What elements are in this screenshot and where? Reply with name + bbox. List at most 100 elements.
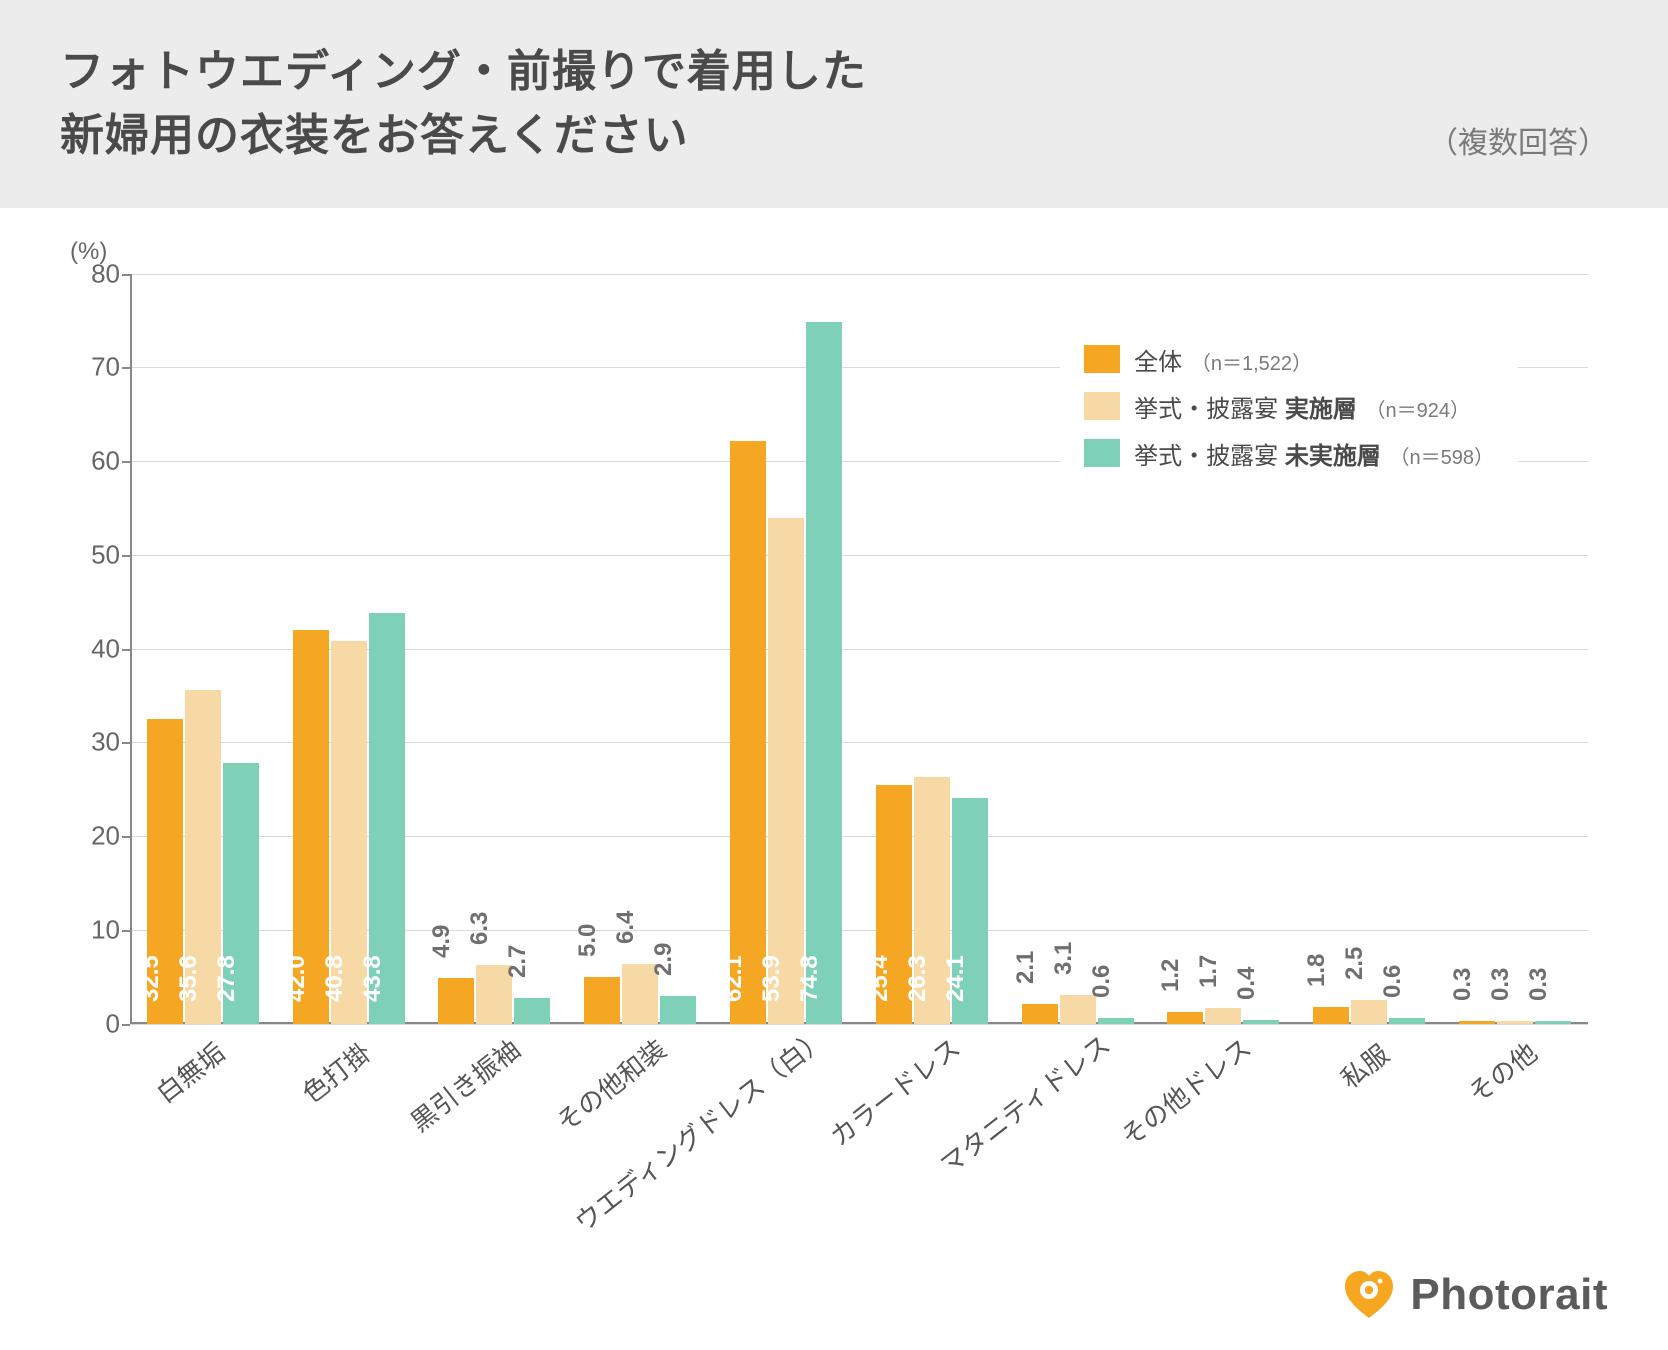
chart-subtitle: （複数回答） — [1428, 118, 1608, 168]
bar-value-label: 3.1 — [1050, 941, 1078, 974]
bar-value-label: 6.4 — [612, 910, 640, 943]
legend-item: 全体 （n＝1,522） — [1084, 342, 1494, 377]
ytick-label: 60 — [70, 446, 120, 477]
bar: 27.8 — [223, 763, 259, 1024]
ytick-mark — [122, 742, 130, 744]
bar-value-label: 6.3 — [466, 911, 494, 944]
ytick-label: 70 — [70, 352, 120, 383]
legend-swatch — [1084, 345, 1120, 373]
bar: 5.0 — [584, 977, 620, 1024]
bar-value-label: 74.8 — [796, 955, 824, 1002]
ytick-mark — [122, 836, 130, 838]
heart-camera-icon — [1342, 1268, 1396, 1322]
title-line-1: フォトウエディング・前撮りで着用した — [60, 47, 867, 96]
title-line-2: 新婦用の衣装をお答えください — [60, 111, 689, 160]
ytick-label: 30 — [70, 727, 120, 758]
xlabel-cell: 色打掛 — [276, 1024, 422, 1274]
bar-group: 32.5 35.6 27.8 — [130, 274, 276, 1024]
ytick-mark — [122, 274, 130, 276]
bar-value-label: 32.5 — [137, 955, 165, 1002]
y-unit-label: (%) — [70, 238, 1608, 266]
bar-value-label: 0.6 — [1088, 965, 1116, 998]
xlabel-cell: ウエディングドレス（白） — [713, 1024, 859, 1274]
bar-value-label: 2.9 — [650, 943, 678, 976]
ytick-mark — [122, 555, 130, 557]
category-label: 私服 — [1332, 1034, 1396, 1095]
xlabel-cell: マタニティドレス — [1005, 1024, 1151, 1274]
chart-area: (%) 32.5 35.6 27.8 42.0 40.8 43.8 4.9 6.3 2.7 5.0… — [0, 208, 1668, 1274]
bar: 74.8 — [806, 322, 842, 1023]
bar-value-label: 0.3 — [1487, 967, 1515, 1000]
bar-value-label: 5.0 — [574, 923, 602, 956]
ytick-mark — [122, 461, 130, 463]
bar: 1.8 — [1313, 1007, 1349, 1024]
ytick-mark — [122, 1024, 130, 1026]
bar: 2.5 — [1351, 1000, 1387, 1023]
bar-value-label: 35.6 — [175, 955, 203, 1002]
bar-group: 62.153.974.8 — [713, 274, 859, 1024]
legend-item: 挙式・披露宴 未実施層 （n＝598） — [1084, 436, 1494, 471]
category-label: 黒引き振袖 — [402, 1030, 527, 1139]
bar: 2.1 — [1022, 1004, 1058, 1024]
bar: 53.9 — [768, 518, 804, 1023]
bar-value-label: 1.7 — [1195, 954, 1223, 987]
bar-value-label: 40.8 — [321, 955, 349, 1002]
x-axis-labels: 白無垢色打掛黒引き振袖その他和装ウエディングドレス（白）カラードレスマタニティド… — [130, 1024, 1588, 1274]
bar-value-label: 25.4 — [866, 955, 894, 1002]
brand-name: Photorait — [1410, 1270, 1608, 1320]
bar: 62.1 — [730, 441, 766, 1023]
bar-group: 5.0 6.4 2.9 — [567, 274, 713, 1024]
ytick-mark — [122, 930, 130, 932]
bar: 3.1 — [1060, 995, 1096, 1024]
bar-group: 25.4 26.3 24.1 — [859, 274, 1005, 1024]
bar-value-label: 2.1 — [1012, 951, 1040, 984]
xlabel-cell: 黒引き振袖 — [422, 1024, 568, 1274]
bar-value-label: 26.3 — [904, 955, 932, 1002]
bar-value-label: 42.0 — [283, 955, 311, 1002]
ytick-label: 0 — [70, 1008, 120, 1039]
bar-value-label: 53.9 — [758, 955, 786, 1002]
ytick-label: 50 — [70, 539, 120, 570]
category-label: 白無垢 — [148, 1033, 232, 1110]
bar-group: 4.9 6.3 2.7 — [422, 274, 568, 1024]
legend-label: 挙式・披露宴 未実施層 （n＝598） — [1134, 436, 1494, 471]
bar-value-label: 62.1 — [720, 955, 748, 1002]
chart-title: フォトウエディング・前撮りで着用した 新婦用の衣装をお答えください — [60, 40, 867, 168]
bar-value-label: 27.8 — [213, 955, 241, 1002]
bar: 4.9 — [438, 978, 474, 1024]
bar: 24.1 — [952, 798, 988, 1024]
legend-label: 挙式・披露宴 実施層 （n＝924） — [1134, 389, 1470, 424]
bar: 2.9 — [660, 996, 696, 1023]
bar: 1.2 — [1167, 1012, 1203, 1023]
plot-region: 32.5 35.6 27.8 42.0 40.8 43.8 4.9 6.3 2.7 5.0 6.4 2… — [130, 274, 1588, 1024]
bar-value-label: 0.3 — [1449, 967, 1477, 1000]
legend-swatch — [1084, 392, 1120, 420]
bar-group: 42.0 40.8 43.8 — [276, 274, 422, 1024]
bar: 1.7 — [1205, 1008, 1241, 1024]
ytick-mark — [122, 649, 130, 651]
xlabel-cell: 私服 — [1296, 1024, 1442, 1274]
bar-value-label: 0.6 — [1379, 965, 1407, 998]
bar-value-label: 2.5 — [1341, 947, 1369, 980]
legend-label: 全体 （n＝1,522） — [1134, 342, 1312, 377]
xlabel-cell: その他ドレス — [1151, 1024, 1297, 1274]
legend-swatch — [1084, 439, 1120, 467]
bar-value-label: 0.4 — [1233, 966, 1261, 999]
category-label: 色打掛 — [293, 1033, 377, 1110]
bar-value-label: 0.3 — [1525, 967, 1553, 1000]
bar-value-label: 4.9 — [428, 924, 456, 957]
ytick-label: 20 — [70, 821, 120, 852]
ytick-label: 10 — [70, 914, 120, 945]
legend: 全体 （n＝1,522） 挙式・披露宴 実施層 （n＝924） 挙式・披露宴 未… — [1060, 312, 1518, 501]
ytick-mark — [122, 367, 130, 369]
category-label: その他和装 — [548, 1030, 673, 1139]
bar: 43.8 — [369, 613, 405, 1024]
xlabel-cell: その他 — [1442, 1024, 1588, 1274]
legend-item: 挙式・披露宴 実施層 （n＝924） — [1084, 389, 1494, 424]
bar-value-label: 24.1 — [942, 955, 970, 1002]
brand-logo: Photorait — [1342, 1268, 1608, 1322]
xlabel-cell: 白無垢 — [130, 1024, 276, 1274]
bar-value-label: 1.2 — [1157, 959, 1185, 992]
bar-value-label: 2.7 — [504, 945, 532, 978]
category-label: その他 — [1460, 1033, 1544, 1110]
